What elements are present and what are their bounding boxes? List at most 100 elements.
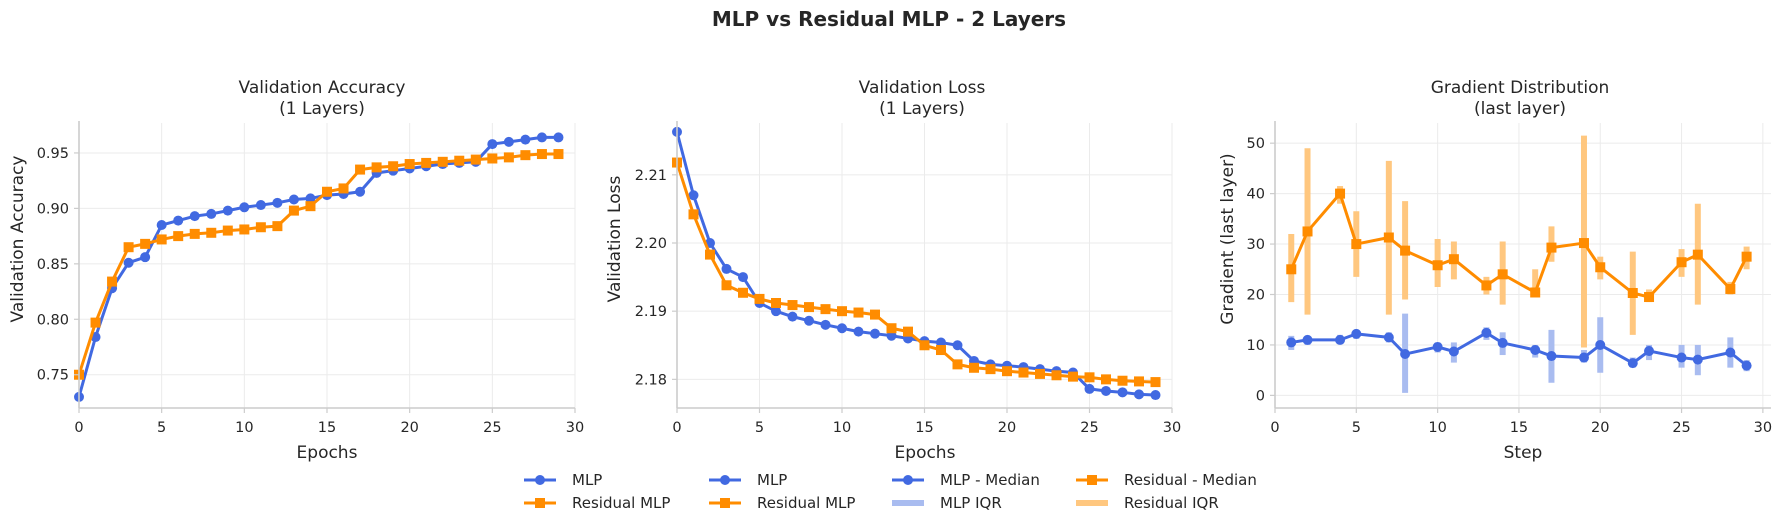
- gradient-ytick-label: 10: [1247, 338, 1265, 354]
- residual-median-point: [1448, 254, 1459, 265]
- accuracy-mlp-point: [536, 132, 547, 143]
- accuracy-residual-point: [355, 164, 366, 175]
- accuracy-mlp-point: [206, 208, 217, 219]
- mlp-median-point: [1481, 327, 1492, 338]
- mlp-median-point: [1676, 352, 1687, 363]
- loss-ytick-label: 2.21: [635, 168, 667, 184]
- legend-entry-residual-iqr: Residual IQR: [1076, 494, 1219, 512]
- legend-residual-marker: [535, 498, 545, 508]
- accuracy-xtick-label: 25: [483, 420, 501, 436]
- loss-xtick-label: 5: [755, 420, 764, 436]
- loss-ytick-label: 2.19: [635, 304, 667, 320]
- loss-residual-point: [1068, 371, 1078, 382]
- gradient-ytick-label: 50: [1247, 136, 1265, 152]
- loss-residual-point: [1150, 377, 1161, 388]
- legend-mlp-median-marker: [903, 475, 913, 485]
- accuracy-residual-point: [222, 225, 233, 236]
- accuracy-residual-point: [173, 231, 184, 242]
- accuracy-residual-point: [322, 186, 332, 197]
- accuracy-mlp-point: [189, 211, 200, 222]
- residual-median-point: [1546, 242, 1557, 253]
- accuracy-residual-point: [470, 154, 481, 165]
- mlp-median-point: [1432, 341, 1443, 352]
- loss-mlp-line: [675, 131, 1156, 397]
- residual-median-point: [1432, 260, 1443, 271]
- loss-residual-line: [675, 162, 1156, 384]
- mlp-median-point: [1351, 328, 1362, 339]
- loss-residual-point: [837, 306, 847, 317]
- residual-median-point: [1578, 238, 1589, 249]
- residual-median-point: [1644, 292, 1655, 303]
- accuracy-mlp-line: [77, 135, 559, 398]
- loss-title-line2: (1 Layers): [879, 99, 965, 119]
- loss-mlp-point: [870, 328, 880, 339]
- legend-entry-mlp-1: MLP: [524, 471, 602, 489]
- accuracy-ytick-label: 0.75: [37, 368, 69, 384]
- loss-title-line1: Validation Loss: [859, 78, 986, 98]
- accuracy-ytick-label: 0.80: [37, 312, 69, 328]
- legend-mlp-label-2: MLP: [757, 471, 787, 489]
- loss-mlp-point: [787, 311, 798, 322]
- accuracy-residual-point: [90, 317, 101, 328]
- loss-residual-point: [903, 326, 913, 337]
- loss-mlp-point: [738, 272, 748, 283]
- loss-residual-point: [1117, 375, 1128, 386]
- accuracy-panel: Validation Accuracy (1 Layers) 0 5 10 15 20 2…: [8, 78, 584, 463]
- loss-residual-point: [705, 249, 715, 260]
- loss-residual-point: [1134, 376, 1144, 387]
- mlp-median-point: [1627, 358, 1638, 369]
- legend-mlp-iqr-label: MLP IQR: [940, 494, 1002, 512]
- loss-mlp-point: [952, 340, 963, 351]
- accuracy-mlp-point: [520, 134, 531, 145]
- loss-residual-point: [1084, 372, 1095, 383]
- accuracy-xtick-label: 30: [566, 420, 584, 436]
- loss-residual-point: [688, 209, 699, 220]
- mlp-median-point: [1383, 332, 1394, 343]
- accuracy-residual-point: [189, 228, 200, 239]
- loss-residual-point: [804, 302, 814, 313]
- loss-residual-point: [1035, 368, 1045, 379]
- mlp-median-line: [1291, 331, 1748, 367]
- accuracy-mlp-point: [487, 139, 498, 150]
- legend-residual-iqr-label: Residual IQR: [1124, 494, 1219, 512]
- residual-median-point: [1481, 280, 1492, 291]
- accuracy-residual-point: [255, 222, 266, 233]
- residual-median-point: [1286, 264, 1297, 275]
- mlp-median-point: [1692, 354, 1703, 365]
- mlp-median-point: [1400, 349, 1411, 360]
- loss-ylabel: Validation Loss: [605, 176, 625, 303]
- loss-mlp-point: [1084, 383, 1095, 394]
- accuracy-residual-point: [520, 150, 531, 161]
- accuracy-residual-point: [272, 221, 283, 232]
- gradient-title-line2: (last layer): [1474, 99, 1566, 119]
- accuracy-mlp-point: [239, 202, 250, 213]
- loss-mlp-point: [1101, 385, 1111, 396]
- loss-mlp-point: [837, 323, 847, 334]
- gradient-title-line1: Gradient Distribution: [1431, 78, 1610, 98]
- residual-median-point: [1627, 287, 1638, 298]
- loss-mlp-point: [721, 263, 732, 274]
- loss-residual-point: [820, 304, 831, 315]
- gradient-ytick-label: 0: [1256, 388, 1265, 404]
- accuracy-mlp-point: [503, 136, 514, 147]
- residual-median-point: [1741, 251, 1752, 262]
- legend-residual-median-label: Residual - Median: [1124, 471, 1257, 489]
- legend-entry-residual-2: Residual MLP: [709, 494, 855, 512]
- accuracy-residual-line: [77, 152, 559, 376]
- legend-entry-mlp-2: MLP: [709, 471, 787, 489]
- loss-residual-point: [1051, 370, 1062, 381]
- legend-mlp-marker: [535, 475, 545, 485]
- accuracy-mlp-point: [288, 194, 299, 205]
- loss-residual-point: [886, 323, 897, 334]
- gradient-panel: Gradient Distribution (last layer) 0 5 10 1…: [1218, 78, 1772, 463]
- accuracy-ytick-label: 0.85: [37, 257, 69, 273]
- gradient-xtick-label: 5: [1352, 420, 1361, 436]
- loss-residual-point: [952, 359, 963, 370]
- legend-entry-residual-1: Residual MLP: [524, 494, 670, 512]
- accuracy-residual-point: [553, 149, 564, 160]
- loss-mlp-point: [1134, 389, 1144, 400]
- mlp-median-point: [1644, 346, 1655, 356]
- accuracy-xlabel: Epochs: [297, 443, 358, 463]
- residual-median-point: [1595, 262, 1606, 273]
